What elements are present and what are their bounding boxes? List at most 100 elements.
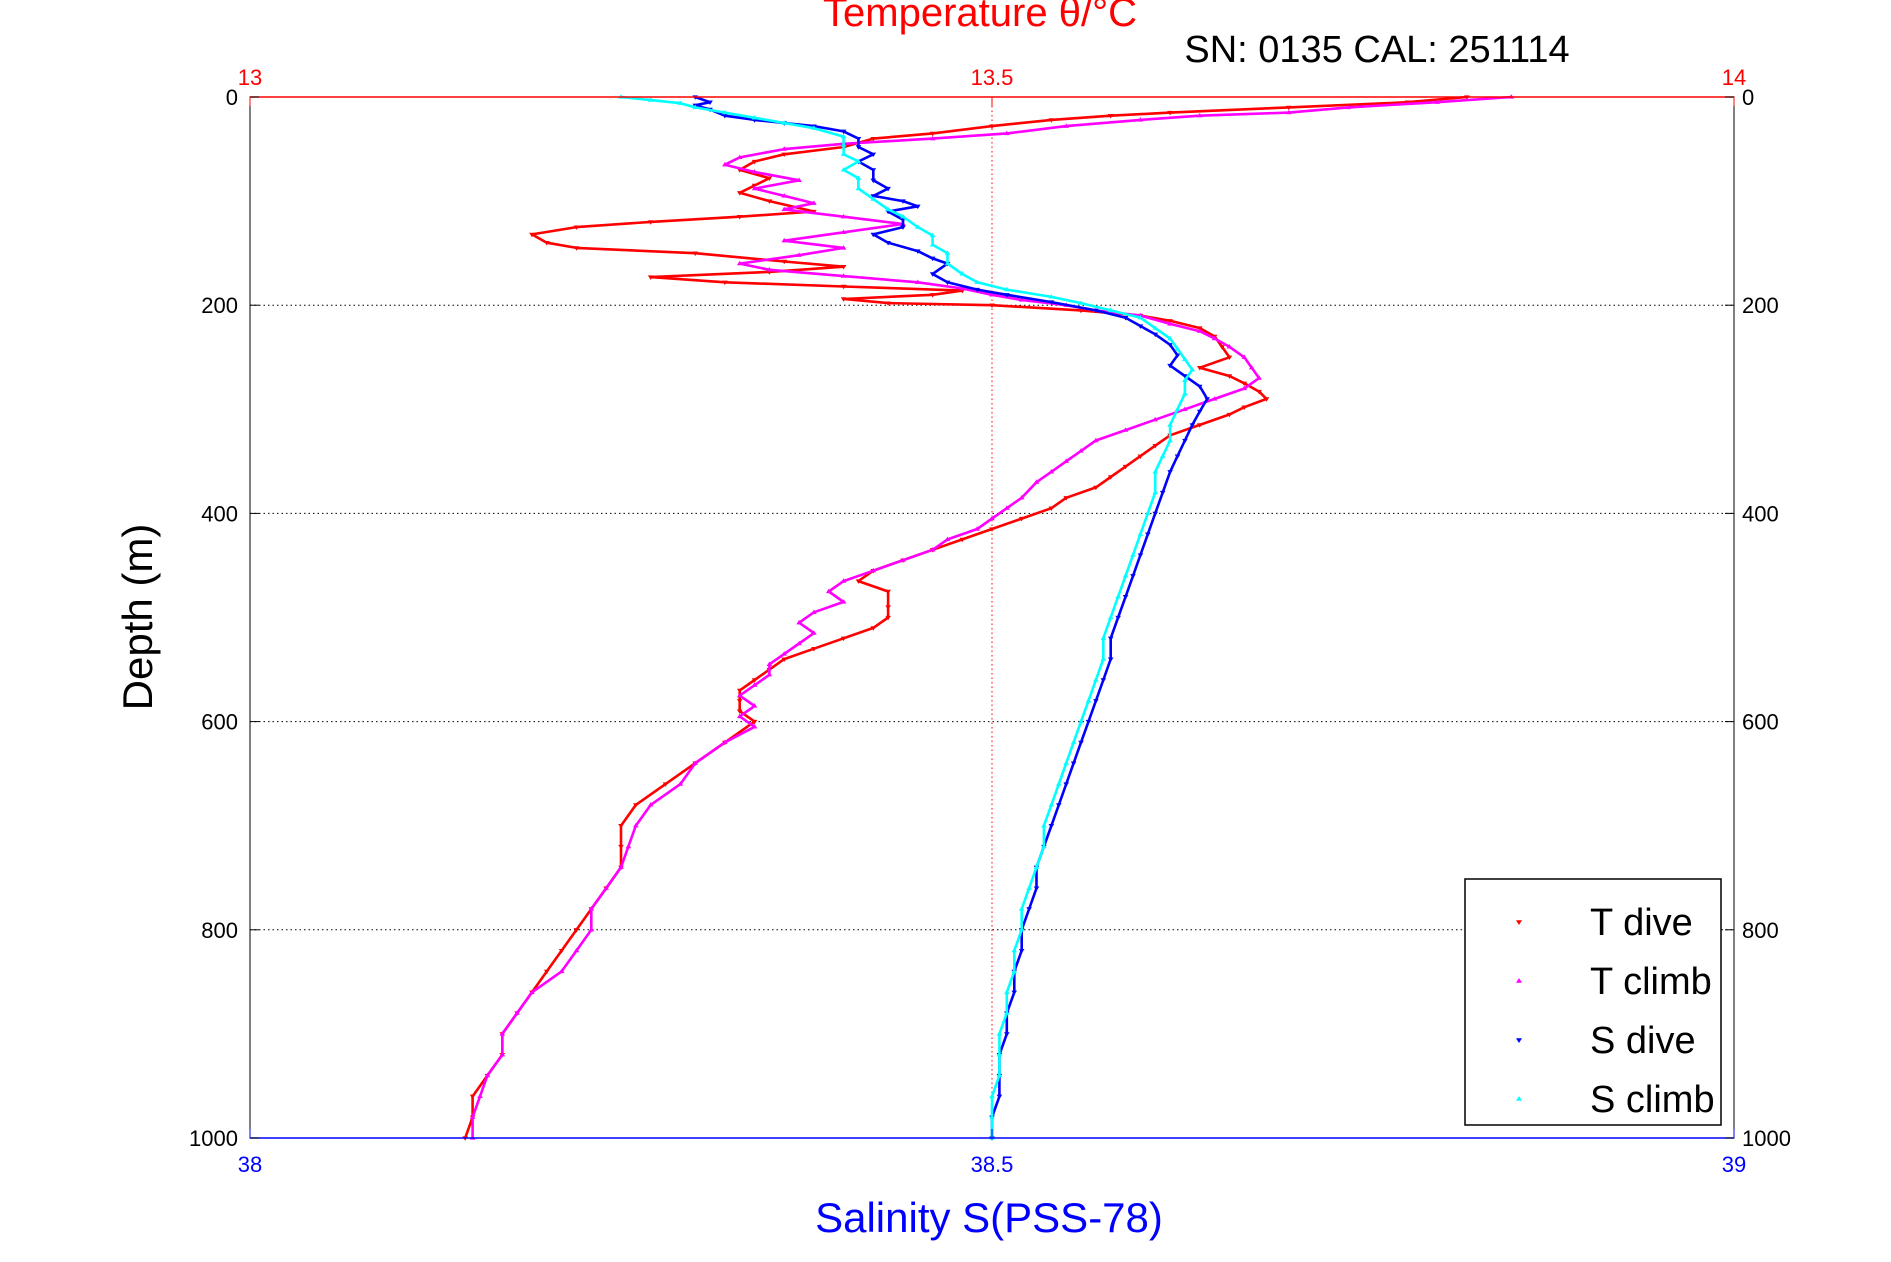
- data-point: [929, 293, 936, 298]
- data-point: [900, 218, 906, 223]
- data-point: [1196, 328, 1203, 333]
- data-point: [885, 241, 891, 246]
- data-point: [870, 136, 877, 142]
- data-point: [996, 1051, 1003, 1057]
- data-point: [573, 246, 580, 251]
- data-point: [647, 802, 654, 807]
- data-point: [1145, 510, 1151, 516]
- data-point: [1048, 118, 1055, 123]
- data-point: [1048, 802, 1055, 807]
- data-point: [870, 626, 877, 631]
- legend-marker-t-climb: [1516, 978, 1522, 983]
- data-point: [885, 605, 891, 610]
- data-point: [929, 242, 936, 247]
- data-point: [1070, 761, 1077, 767]
- data-point: [900, 557, 906, 562]
- data-point: [751, 159, 758, 165]
- data-point: [722, 114, 728, 119]
- data-point: [736, 191, 743, 196]
- data-point: [1189, 423, 1196, 428]
- data-point: [573, 928, 580, 933]
- data-point: [885, 589, 891, 595]
- data-point: [469, 1114, 476, 1119]
- data-point: [996, 1094, 1003, 1100]
- data-point: [989, 527, 995, 532]
- top-x-tick-label: 13: [238, 65, 262, 90]
- data-point: [722, 280, 728, 286]
- data-point: [870, 567, 877, 573]
- data-point: [1182, 406, 1188, 411]
- data-point: [1011, 947, 1018, 953]
- y-tick-label-right: 800: [1742, 918, 1779, 943]
- data-point: [989, 1093, 995, 1099]
- y-tick-label-left: 0: [226, 85, 238, 110]
- y-tick-label-left: 200: [201, 293, 238, 318]
- data-point: [989, 291, 995, 297]
- data-point: [1033, 864, 1040, 870]
- data-point: [1100, 678, 1107, 683]
- data-point: [558, 968, 565, 974]
- data-point: [1434, 99, 1440, 104]
- data-point: [1093, 308, 1099, 314]
- y-tick-label-left: 1000: [189, 1126, 238, 1151]
- data-point: [1122, 595, 1129, 600]
- y-tick-label-right: 200: [1742, 293, 1779, 318]
- data-point: [558, 948, 565, 954]
- data-point: [736, 713, 743, 719]
- data-point: [1219, 345, 1225, 350]
- data-point: [840, 636, 847, 642]
- data-point: [781, 193, 788, 198]
- data-point: [989, 515, 995, 521]
- data-point: [840, 229, 847, 235]
- data-point: [544, 241, 550, 246]
- data-point: [751, 169, 758, 174]
- data-point: [929, 547, 936, 552]
- data-point: [1115, 593, 1121, 599]
- data-point: [1026, 885, 1032, 890]
- data-point: [959, 271, 966, 276]
- data-point: [959, 285, 966, 291]
- data-point: [811, 609, 817, 614]
- data-point: [781, 206, 788, 212]
- data-point: [855, 158, 862, 164]
- data-point: [1093, 485, 1099, 491]
- legend-label-t-dive: T dive: [1590, 902, 1693, 944]
- data-point: [1196, 112, 1203, 118]
- data-point: [900, 225, 906, 230]
- data-point: [529, 232, 535, 238]
- data-point: [781, 657, 788, 662]
- data-point: [855, 185, 862, 191]
- data-point: [484, 1072, 491, 1078]
- data-point: [573, 947, 580, 953]
- data-point: [1174, 454, 1181, 459]
- data-point: [514, 1010, 520, 1015]
- data-point: [915, 224, 921, 229]
- data-point: [944, 536, 951, 542]
- legend-items: T dive T climb S dive S climb: [1516, 902, 1715, 1121]
- data-point: [1026, 907, 1032, 912]
- data-point: [1152, 444, 1159, 449]
- data-point: [1167, 437, 1173, 443]
- data-point: [544, 969, 550, 975]
- data-point: [855, 175, 862, 180]
- data-point: [1226, 374, 1233, 379]
- data-point: [825, 588, 832, 594]
- data-point: [1063, 760, 1069, 765]
- legend-marker-t-dive: [1516, 920, 1522, 925]
- data-point: [915, 249, 921, 254]
- data-point: [1167, 335, 1173, 341]
- data-point: [499, 1031, 506, 1036]
- data-point: [1152, 489, 1159, 495]
- data-point: [766, 199, 773, 204]
- data-point: [1241, 381, 1248, 387]
- data-point: [1078, 448, 1084, 453]
- data-point: [1167, 422, 1173, 427]
- data-point: [1063, 496, 1069, 501]
- data-point: [618, 844, 624, 850]
- data-point: [1137, 454, 1144, 459]
- data-point: [1167, 321, 1173, 326]
- data-point: [736, 688, 743, 694]
- data-point: [1196, 423, 1203, 428]
- data-point: [1048, 468, 1055, 474]
- bottom-x-tick-label: 39: [1722, 1152, 1746, 1177]
